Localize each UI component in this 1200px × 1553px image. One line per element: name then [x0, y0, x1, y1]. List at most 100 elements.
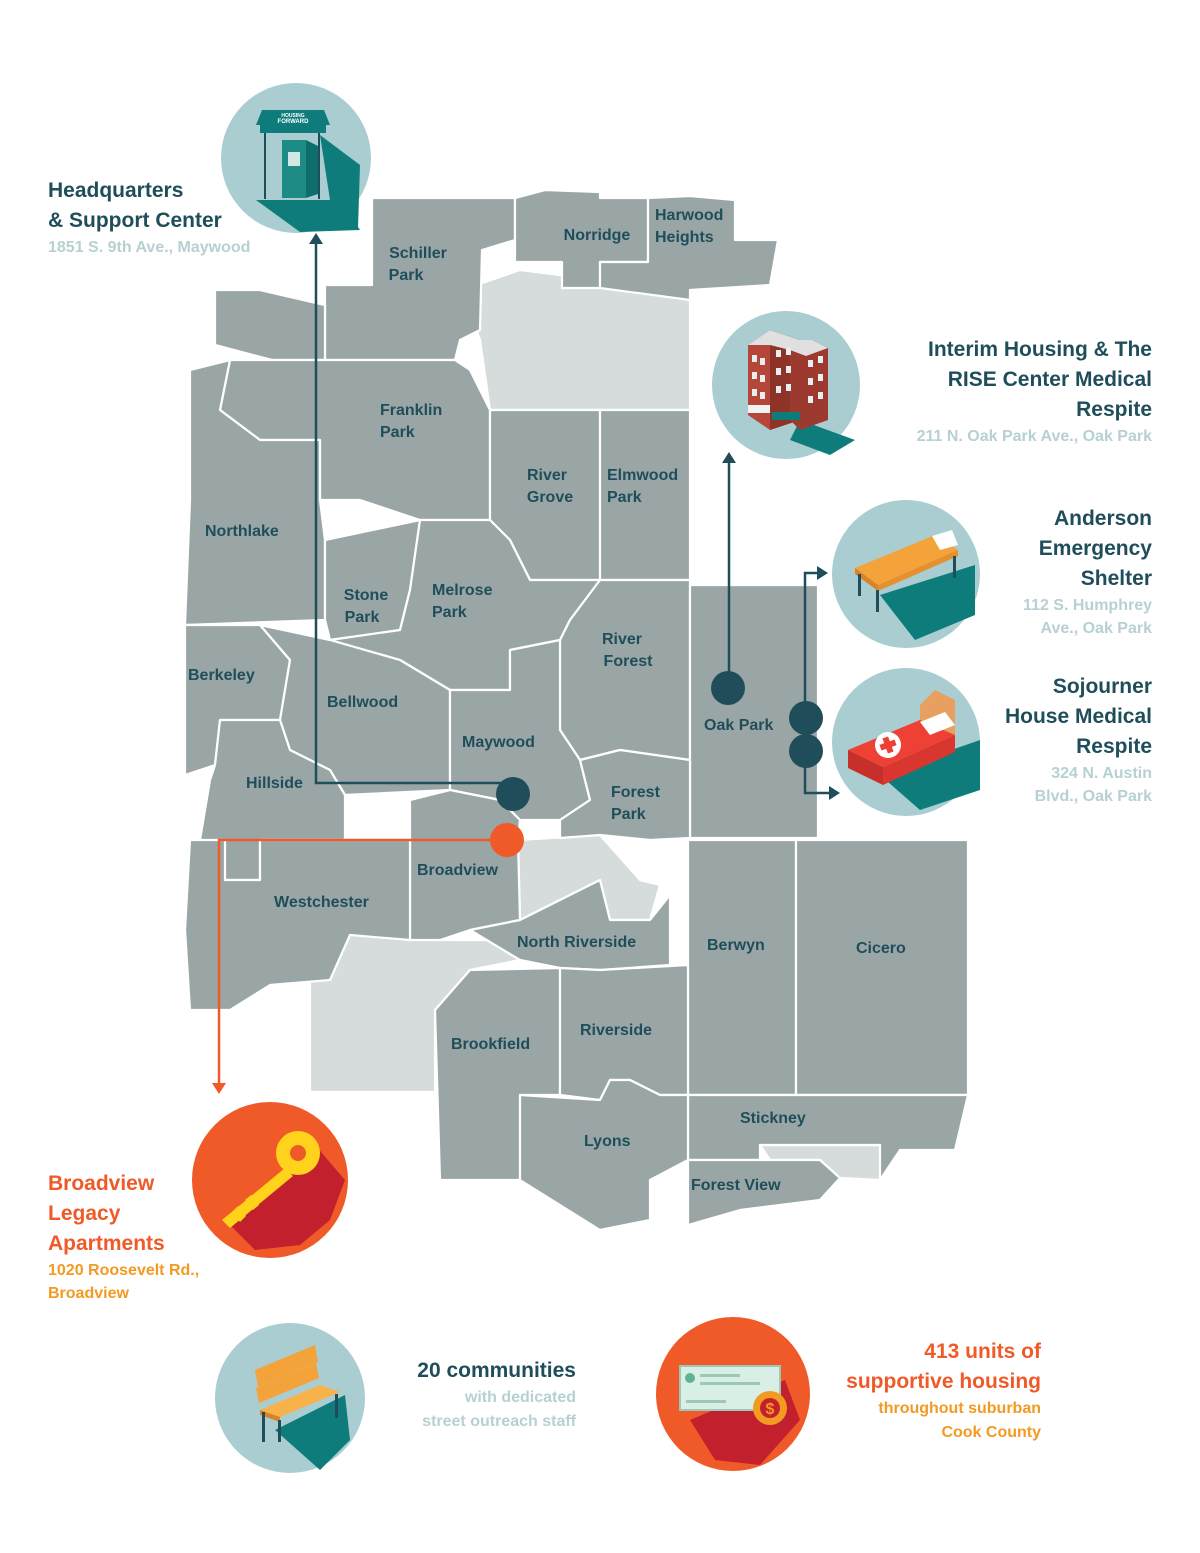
headquarters-arrowhead	[309, 233, 323, 244]
svg-text:FORWARD: FORWARD	[278, 119, 310, 125]
svg-text:HOUSING: HOUSING	[281, 113, 304, 119]
units-stat-sub-line-2: Cook County	[941, 1424, 1041, 1441]
label-stickney: Stickney	[740, 1110, 806, 1127]
headquarters-callout: Headquarters & Support Center 1851 S. 9t…	[48, 176, 308, 259]
sojourner-marker[interactable]	[789, 734, 823, 768]
units-stat-sub-line-1: throughout suburban	[878, 1400, 1041, 1417]
label-cicero: Cicero	[856, 940, 906, 957]
sojourner-callout: Sojourner House Medical Respite 324 N. A…	[962, 672, 1152, 808]
label-forest-park: Forest Park	[611, 784, 661, 823]
apartment-building-icon	[712, 311, 860, 459]
outreach-stat-sub-line-2: street outreach staff	[422, 1413, 576, 1430]
label-westchester: Westchester	[274, 894, 369, 911]
map-regions	[183, 188, 970, 1232]
outreach-stat-title: 20 communities	[417, 1359, 576, 1382]
cot-icon	[832, 500, 980, 648]
key-icon	[192, 1102, 348, 1258]
bench-icon	[215, 1323, 365, 1473]
anderson-connector	[803, 571, 820, 718]
region-forest-park	[558, 748, 692, 842]
anderson-title-line-2: Emergency	[1038, 537, 1152, 560]
region-north-riverside	[468, 878, 672, 972]
sojourner-title-line-2: House Medical	[1004, 705, 1152, 728]
region-north-strip	[213, 288, 327, 362]
label-norridge: Norridge	[564, 227, 631, 244]
label-river-forest: River Forest	[602, 631, 653, 670]
anderson-callout: Anderson Emergency Shelter 112 S. Humphr…	[982, 504, 1152, 640]
region-lyons	[518, 1078, 690, 1232]
sojourner-address-line-1: 324 N. Austin	[1051, 765, 1152, 782]
door-canopy-icon: HOUSING FORWARD	[221, 83, 371, 233]
label-berwyn: Berwyn	[707, 937, 765, 954]
label-river-grove: River Grove	[527, 467, 573, 506]
broadview-title-line-2: Legacy	[48, 1202, 121, 1225]
headquarters-title-line-1: Headquarters	[48, 179, 184, 202]
sojourner-title-line-1: Sojourner	[1052, 675, 1152, 698]
region-berwyn	[686, 838, 798, 1097]
headquarters-address: 1851 S. 9th Ave., Maywood	[48, 239, 251, 256]
check-dollar-icon: $	[656, 1317, 810, 1471]
units-stat-title-line-2: supportive housing	[846, 1370, 1041, 1393]
label-maywood: Maywood	[462, 734, 535, 751]
broadview-address-line-1: 1020 Roosevelt Rd.,	[48, 1262, 200, 1279]
units-stat: 413 units of supportive housing througho…	[820, 1337, 1041, 1445]
svg-text:$: $	[766, 1401, 775, 1418]
headquarters-marker[interactable]	[496, 777, 530, 811]
region-oak-park	[688, 583, 820, 840]
interim-title-line-3: Respite	[1076, 398, 1152, 421]
interim-title-line-2: RISE Center Medical	[947, 368, 1152, 391]
broadview-title-line-1: Broadview	[48, 1172, 155, 1195]
anderson-address-line-1: 112 S. Humphrey	[1023, 597, 1152, 614]
region-forest-view	[686, 1158, 842, 1227]
broadview-legacy-callout: Broadview Legacy Apartments 1020 Rooseve…	[48, 1169, 248, 1305]
label-stone-park: Stone Park	[344, 587, 389, 626]
anderson-marker[interactable]	[789, 701, 823, 735]
medical-bed-icon	[832, 668, 980, 816]
broadview-arrowhead	[212, 1083, 226, 1094]
label-schiller-park: Schiller Park	[389, 245, 447, 284]
label-northlake: Northlake	[205, 523, 279, 540]
region-northlake	[183, 358, 327, 627]
label-bellwood: Bellwood	[327, 694, 398, 711]
interim-title-line-1: Interim Housing & The	[927, 338, 1152, 361]
anderson-arrowhead	[817, 566, 828, 580]
label-forest-view: Forest View	[691, 1177, 781, 1194]
broadview-legacy-marker[interactable]	[490, 823, 524, 857]
label-melrose-park: Melrose Park	[432, 582, 493, 621]
headquarters-title-line-2: & Support Center	[48, 209, 222, 232]
label-brookfield: Brookfield	[451, 1036, 530, 1053]
units-stat-title-line-1: 413 units of	[924, 1340, 1041, 1363]
interim-housing-marker[interactable]	[711, 671, 745, 705]
broadview-title-line-3: Apartments	[48, 1232, 165, 1255]
label-broadview: Broadview	[417, 862, 498, 879]
label-harwood-heights: Harwood Heights	[655, 207, 723, 246]
sojourner-arrowhead	[829, 786, 840, 800]
label-oak-park: Oak Park	[704, 717, 773, 734]
connector-lines	[212, 233, 840, 1094]
interim-address: 211 N. Oak Park Ave., Oak Park	[916, 428, 1152, 445]
label-franklin-park: Franklin Park	[380, 402, 442, 441]
outreach-stat: 20 communities with dedicated street out…	[376, 1356, 576, 1434]
sojourner-title-line-3: Respite	[1076, 735, 1152, 758]
anderson-address-line-2: Ave., Oak Park	[1040, 620, 1152, 637]
region-westchester	[183, 838, 412, 1012]
region-cicero	[794, 838, 970, 1097]
broadview-address-line-2: Broadview	[48, 1285, 129, 1302]
location-markers	[490, 671, 823, 857]
label-north-riverside: North Riverside	[517, 934, 636, 951]
label-berkeley: Berkeley	[188, 667, 255, 684]
label-hillside: Hillside	[246, 775, 303, 792]
anderson-title-line-3: Shelter	[1080, 567, 1152, 590]
interim-arrowhead	[722, 452, 736, 463]
region-river-forest	[558, 578, 692, 762]
broadview-connector	[217, 838, 505, 1085]
label-elmwood-park: Elmwood Park	[607, 467, 678, 506]
label-lyons: Lyons	[584, 1133, 631, 1150]
interim-housing-callout: Interim Housing & The RISE Center Medica…	[862, 335, 1152, 448]
region-broadview	[408, 788, 522, 942]
outreach-stat-sub-line-1: with dedicated	[464, 1389, 576, 1406]
anderson-title-line-1: Anderson	[1053, 507, 1152, 530]
region-brookfield	[433, 966, 562, 1182]
region-harwood-heights	[598, 194, 780, 302]
